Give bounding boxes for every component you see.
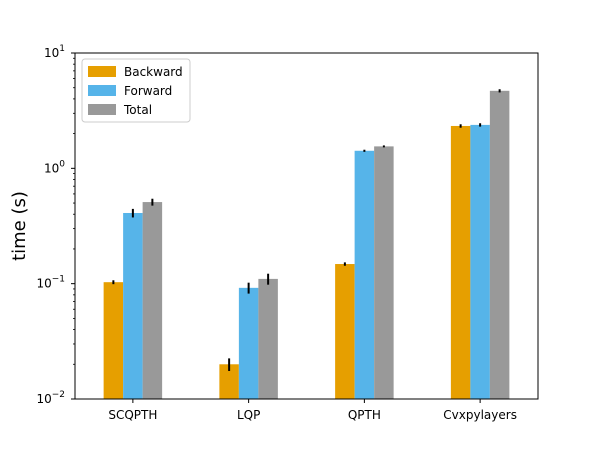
legend-swatch-total	[88, 104, 116, 115]
legend-label-total: Total	[123, 103, 152, 117]
legend-swatch-backward	[88, 66, 116, 77]
error-bars-layer	[112, 89, 501, 371]
x-tick-label: SCQPTH	[108, 408, 157, 422]
plot-frame	[74, 52, 539, 400]
legend-swatch-forward	[88, 85, 116, 96]
bar-total-cvxpylayers	[489, 90, 510, 399]
legend: Backward Forward Total	[81, 58, 191, 123]
x-tick-label: QPTH	[348, 408, 381, 422]
bar-forward-cvxpylayers	[470, 124, 490, 399]
y-tick-label: 100	[44, 159, 65, 175]
x-tick-label: Cvxpylayers	[443, 408, 517, 422]
bars-layer	[103, 90, 510, 399]
bar-forward-lqp	[238, 287, 259, 399]
legend-label-forward: Forward	[124, 84, 172, 98]
y-axis-label: time (s)	[9, 191, 30, 261]
legend-label-backward: Backward	[124, 65, 183, 79]
bar-backward-qpth	[335, 264, 355, 399]
bar-backward-cvxpylayers	[450, 125, 471, 399]
y-tick-label: 101	[44, 44, 65, 60]
bar-total-lqp	[258, 278, 278, 399]
y-tick-label: 10−2	[36, 390, 65, 406]
bar-backward-lqp	[219, 364, 239, 399]
axes-layer: SCQPTH LQP QPTH Cvxpylayers 10−2 10−1 100 101 ti…	[9, 44, 539, 422]
y-tick-label: 10−1	[36, 275, 65, 291]
x-tick-label: LQP	[237, 408, 260, 422]
bar-backward-scqpth	[103, 282, 124, 399]
bar-forward-scqpth	[123, 212, 143, 399]
bar-total-scqpth	[142, 202, 163, 399]
bar-forward-qpth	[354, 150, 375, 399]
bar-total-qpth	[374, 146, 394, 399]
